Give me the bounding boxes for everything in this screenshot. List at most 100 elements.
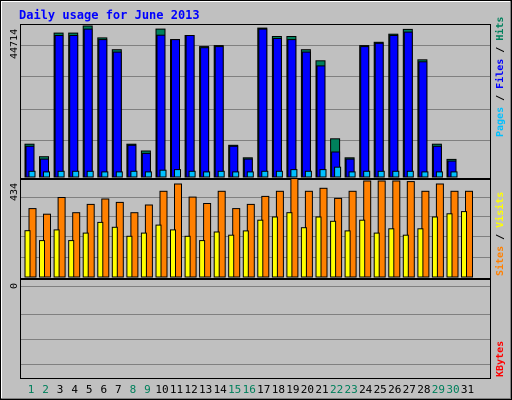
bottom-panel-legend: KBytes bbox=[495, 341, 506, 377]
bar-sites-25 bbox=[377, 180, 386, 278]
legend-top-1: / bbox=[495, 89, 506, 107]
bar-pages-19 bbox=[290, 169, 298, 178]
day-label-24: 24 bbox=[359, 383, 373, 396]
bar-visits-4 bbox=[68, 240, 75, 278]
panel-top-frame bbox=[20, 24, 491, 179]
day-label-1: 1 bbox=[28, 383, 35, 396]
day-label-17: 17 bbox=[257, 383, 270, 396]
bar-visits-21 bbox=[315, 216, 322, 278]
day-label-18: 18 bbox=[272, 383, 285, 396]
bar-files-3 bbox=[54, 35, 64, 178]
bar-files-11 bbox=[171, 39, 180, 178]
bar-visits-24 bbox=[359, 219, 366, 278]
bar-files-7 bbox=[112, 51, 122, 178]
bar-visits-3 bbox=[53, 229, 60, 278]
legend-top-0: Pages bbox=[495, 107, 506, 137]
bar-pages-16 bbox=[246, 171, 254, 178]
bar-pages-12 bbox=[188, 170, 196, 178]
day-label-23: 23 bbox=[344, 383, 357, 396]
bar-pages-22 bbox=[334, 166, 342, 178]
bar-visits-17 bbox=[257, 219, 264, 278]
top-scale-label: 44714 bbox=[9, 29, 20, 59]
bar-pages-25 bbox=[377, 170, 385, 178]
day-label-19: 19 bbox=[286, 383, 299, 396]
bar-visits-22 bbox=[330, 220, 337, 278]
bar-files-24 bbox=[360, 46, 370, 178]
bar-visits-11 bbox=[170, 229, 176, 278]
bar-pages-7 bbox=[115, 171, 123, 178]
legend-top-2: Files bbox=[494, 59, 506, 89]
bar-files-6 bbox=[98, 39, 108, 178]
bar-pages-2 bbox=[43, 171, 50, 178]
bar-visits-1 bbox=[24, 230, 31, 278]
bar-pages-18 bbox=[275, 170, 283, 178]
bar-pages-28 bbox=[421, 171, 429, 178]
bar-pages-4 bbox=[72, 170, 80, 178]
bar-pages-1 bbox=[28, 170, 36, 178]
bar-pages-10 bbox=[159, 169, 167, 178]
bar-pages-5 bbox=[86, 170, 94, 178]
bar-visits-16 bbox=[242, 230, 249, 278]
bar-files-20 bbox=[301, 51, 311, 178]
bar-pages-27 bbox=[406, 170, 414, 178]
middle-scale-label: 434 bbox=[9, 183, 20, 201]
day-label-9: 9 bbox=[144, 383, 151, 396]
bar-files-27 bbox=[403, 31, 413, 178]
bar-pages-24 bbox=[363, 170, 371, 178]
bar-files-10 bbox=[156, 34, 166, 178]
bar-visits-28 bbox=[417, 228, 424, 278]
bar-visits-27 bbox=[402, 234, 409, 278]
day-label-27: 27 bbox=[403, 383, 416, 396]
day-label-30: 30 bbox=[446, 383, 459, 396]
bar-files-26 bbox=[389, 35, 399, 178]
day-label-29: 29 bbox=[432, 383, 445, 396]
bar-pages-6 bbox=[101, 171, 109, 178]
panel-bottom-frame bbox=[20, 279, 491, 379]
bar-pages-23 bbox=[348, 171, 356, 178]
bar-visits-10 bbox=[155, 224, 162, 278]
bar-pages-9 bbox=[144, 171, 152, 178]
day-label-11: 11 bbox=[170, 383, 183, 396]
bar-files-5 bbox=[83, 28, 93, 178]
legend-middle-0: Sites bbox=[494, 246, 506, 276]
bar-visits-20 bbox=[300, 227, 307, 278]
bar-visits-5 bbox=[82, 232, 89, 278]
bar-pages-30 bbox=[450, 171, 458, 178]
bar-files-25 bbox=[374, 42, 384, 178]
bar-visits-25 bbox=[373, 232, 380, 278]
bar-files-18 bbox=[272, 38, 282, 178]
day-label-22: 22 bbox=[330, 383, 343, 396]
bar-pages-20 bbox=[304, 170, 312, 178]
bar-pages-17 bbox=[261, 170, 269, 178]
bar-visits-9 bbox=[140, 232, 147, 278]
bar-visits-23 bbox=[344, 230, 351, 278]
bar-visits-26 bbox=[388, 228, 395, 278]
bar-visits-8 bbox=[126, 235, 133, 278]
bar-files-14 bbox=[214, 46, 224, 178]
bar-visits-6 bbox=[97, 221, 104, 278]
day-label-7: 7 bbox=[115, 383, 122, 396]
bar-visits-15 bbox=[228, 234, 235, 278]
bar-visits-18 bbox=[271, 216, 278, 278]
bar-pages-29 bbox=[435, 171, 443, 178]
bar-pages-21 bbox=[319, 169, 327, 178]
legend-middle-2: Visits bbox=[494, 192, 506, 228]
day-label-31: 31 bbox=[461, 383, 474, 396]
bar-files-12 bbox=[185, 35, 195, 178]
bar-pages-14 bbox=[217, 170, 225, 178]
legend-bottom-0: KBytes bbox=[495, 341, 506, 377]
day-label-4: 4 bbox=[71, 383, 78, 396]
bar-visits-12 bbox=[184, 235, 191, 278]
day-label-15: 15 bbox=[228, 383, 241, 396]
legend-middle-1: / bbox=[495, 228, 506, 246]
day-label-28: 28 bbox=[417, 383, 430, 396]
bar-visits-14 bbox=[213, 231, 220, 278]
day-label-12: 12 bbox=[184, 383, 197, 396]
bar-pages-11 bbox=[174, 169, 181, 178]
middle-panel-legend: Sites / Visits bbox=[494, 192, 506, 276]
bar-visits-2 bbox=[39, 240, 45, 278]
bar-pages-15 bbox=[232, 171, 240, 178]
day-label-26: 26 bbox=[388, 383, 401, 396]
bar-visits-29 bbox=[431, 216, 438, 278]
